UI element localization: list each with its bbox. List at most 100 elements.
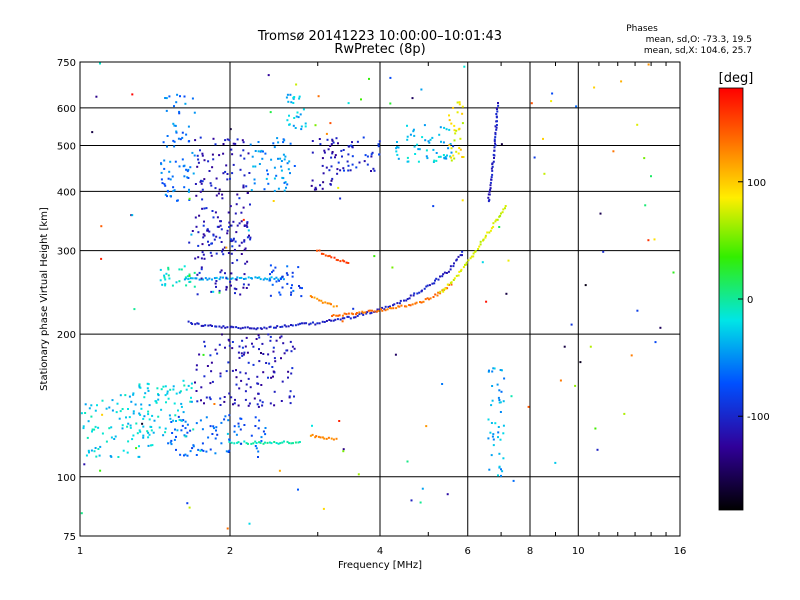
data-point	[169, 417, 172, 420]
data-point	[248, 234, 250, 237]
data-point	[231, 245, 234, 248]
data-point	[230, 148, 233, 151]
data-point	[461, 156, 464, 158]
data-point	[467, 259, 470, 262]
data-point	[224, 346, 226, 349]
data-point	[247, 404, 250, 407]
data-point	[303, 322, 306, 325]
data-point	[311, 179, 314, 182]
data-point	[179, 138, 182, 141]
data-point	[397, 157, 400, 160]
data-point	[458, 147, 461, 149]
data-point	[453, 277, 456, 280]
data-point	[342, 448, 345, 451]
data-point	[91, 428, 94, 431]
data-point	[205, 396, 208, 399]
data-point	[530, 102, 533, 105]
data-point	[360, 98, 362, 101]
x-tick-label: 8	[527, 546, 533, 557]
data-point	[188, 506, 191, 509]
data-point	[570, 323, 573, 326]
data-point	[144, 392, 147, 395]
data-point	[236, 259, 239, 262]
data-point	[125, 416, 127, 419]
data-point	[231, 153, 234, 156]
data-point	[220, 421, 223, 424]
data-point	[233, 442, 236, 445]
data-point	[223, 246, 226, 249]
data-point	[183, 175, 186, 178]
data-point	[202, 353, 205, 356]
data-point	[318, 249, 321, 252]
data-point	[138, 429, 141, 432]
data-point	[454, 132, 457, 135]
data-point	[161, 283, 164, 286]
data-point	[238, 244, 241, 247]
data-point	[178, 280, 181, 283]
data-point	[225, 450, 228, 453]
data-point	[500, 390, 503, 393]
data-point	[180, 429, 183, 432]
data-point	[203, 402, 205, 405]
data-point	[472, 255, 475, 258]
data-point	[254, 425, 257, 427]
data-point	[228, 139, 231, 142]
data-point	[209, 324, 212, 327]
data-point	[175, 435, 177, 438]
data-point	[339, 260, 342, 263]
data-point	[182, 379, 185, 382]
data-point	[281, 325, 284, 328]
data-point	[330, 319, 333, 322]
data-point	[292, 124, 295, 127]
data-point	[313, 296, 316, 299]
data-point	[198, 278, 201, 281]
data-point	[407, 160, 410, 163]
colorbar-tick-label: 100	[747, 178, 766, 189]
data-point	[486, 231, 489, 234]
data-point	[255, 442, 258, 444]
data-point	[262, 442, 265, 445]
data-point	[425, 149, 428, 152]
data-point	[94, 409, 97, 412]
data-point	[214, 187, 217, 190]
data-point	[347, 169, 350, 172]
data-point	[331, 177, 334, 180]
data-point	[329, 145, 332, 147]
data-point	[215, 177, 218, 180]
data-point	[240, 417, 243, 420]
data-point	[343, 169, 345, 172]
data-point	[248, 402, 251, 405]
data-point	[410, 499, 413, 502]
data-point	[213, 403, 216, 405]
data-point	[203, 234, 206, 237]
data-point	[213, 238, 216, 241]
data-point	[495, 128, 498, 131]
data-point	[163, 274, 166, 277]
data-point	[283, 189, 286, 192]
data-point	[131, 214, 134, 217]
data-point	[270, 276, 273, 279]
data-point	[249, 386, 252, 389]
data-point	[426, 284, 429, 287]
data-point	[493, 138, 496, 141]
data-point	[431, 136, 434, 139]
data-point	[389, 76, 392, 79]
data-point	[317, 435, 320, 438]
data-point	[300, 295, 303, 298]
data-point	[219, 375, 222, 378]
data-point	[215, 426, 218, 429]
data-point	[254, 276, 257, 279]
data-point	[224, 415, 227, 418]
data-point	[347, 164, 350, 167]
data-point	[264, 427, 267, 429]
data-point	[186, 275, 189, 278]
data-point	[169, 195, 172, 198]
data-point	[242, 218, 245, 221]
data-point	[209, 425, 212, 428]
data-point	[323, 437, 326, 440]
data-point	[397, 146, 400, 149]
data-point	[129, 426, 132, 429]
data-point	[321, 301, 324, 304]
data-point	[164, 427, 167, 430]
data-point	[355, 312, 358, 314]
